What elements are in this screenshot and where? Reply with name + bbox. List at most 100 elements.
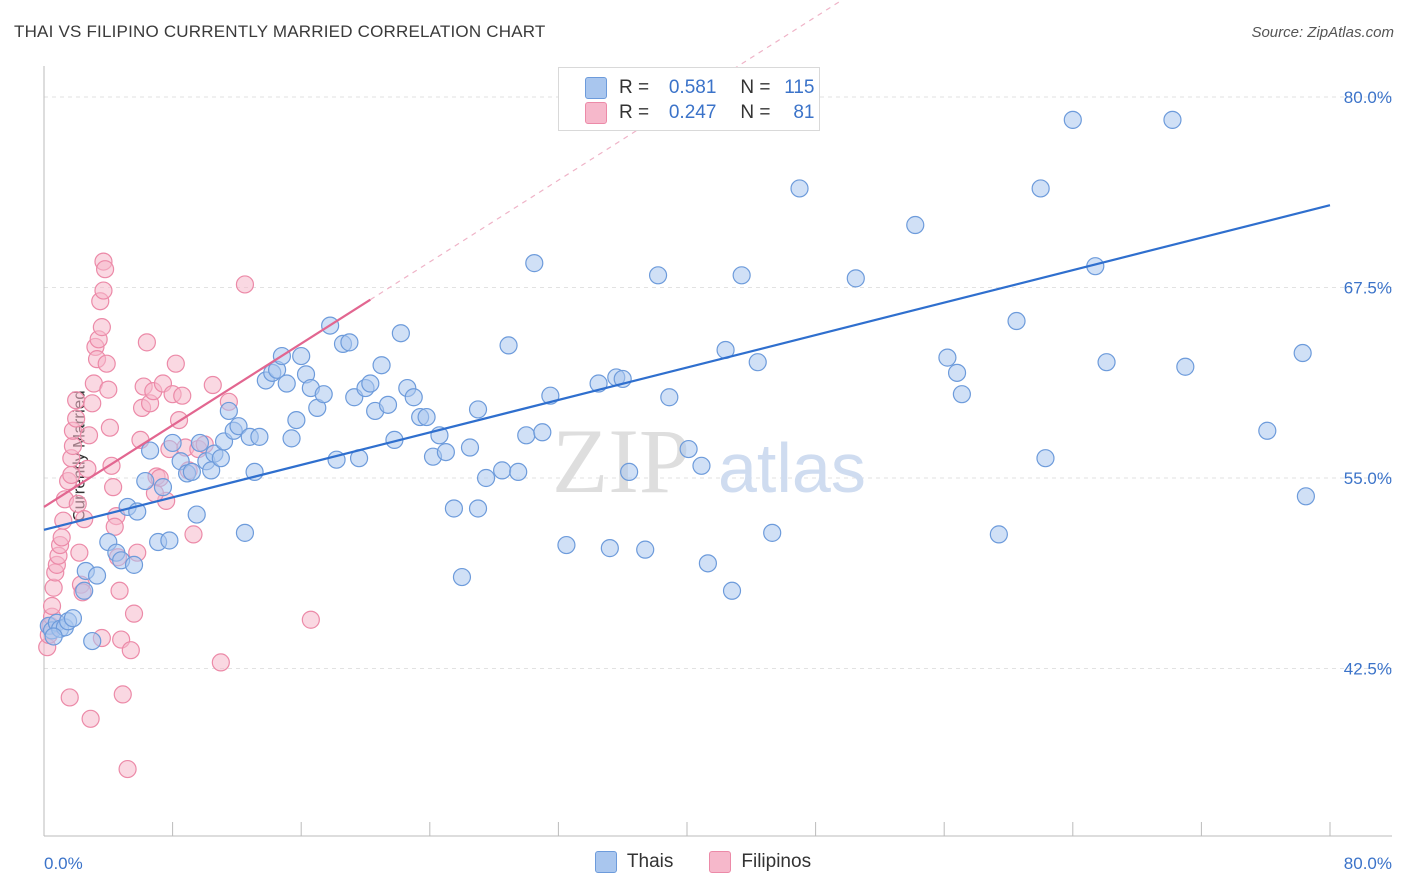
thais-point (75, 581, 94, 600)
filipinos-n-value: 81 (793, 102, 815, 123)
thais-point (790, 179, 809, 198)
thais-point (136, 471, 155, 491)
thais-points (39, 110, 1315, 651)
thais-point (620, 462, 639, 482)
thais-point (404, 388, 423, 407)
filipinos-point (137, 333, 156, 352)
legend-item-filipinos[interactable]: Filipinos (709, 851, 811, 873)
thais-point (763, 523, 782, 542)
y-tick-label: 80.0% (1344, 88, 1392, 107)
thais-point (468, 499, 488, 518)
legend-item-thais[interactable]: Thais (594, 851, 673, 873)
filipinos-point (211, 653, 230, 672)
thais-point (83, 631, 102, 651)
thais-point (732, 266, 751, 285)
thais-point (952, 385, 971, 404)
thais-point (287, 410, 306, 430)
filipinos-point (68, 494, 87, 514)
thais-n-value: 115 (784, 77, 815, 98)
thais-point (1036, 449, 1055, 468)
thais-point (361, 374, 380, 393)
thais-point (124, 555, 144, 574)
thais-swatch (585, 77, 607, 99)
thais-trend-line (43, 204, 1331, 531)
filipinos-point (94, 281, 113, 300)
thais-point (1063, 110, 1082, 129)
series-legend: Thais Filipinos (0, 851, 1406, 873)
filipinos-point (99, 380, 118, 399)
thais-point (600, 539, 619, 558)
thais-point (277, 374, 296, 393)
filipinos-point (44, 578, 63, 597)
filipinos-points (38, 252, 320, 779)
thais-point (499, 336, 518, 355)
thais-point (235, 523, 255, 542)
filipinos-point (63, 436, 83, 456)
filipinos-point (67, 409, 86, 428)
thais-point (557, 535, 576, 555)
thais-point (44, 627, 63, 646)
filipinos-r-label: R = (619, 102, 650, 123)
thais-point (219, 401, 238, 421)
thais-point (1007, 311, 1026, 331)
filipinos-point (92, 318, 111, 337)
axes (43, 66, 1392, 837)
legend-row-filipinos: R = 0.247 N = 81 (585, 101, 815, 125)
grid (44, 96, 1392, 669)
watermark-zip: ZIP (552, 410, 690, 512)
legend-row-thais: R = 0.581 N = 115 (585, 76, 815, 100)
thais-point (250, 427, 269, 446)
thais-n-label: N = (740, 77, 771, 98)
filipinos-point (104, 478, 123, 497)
thais-point (460, 438, 480, 457)
thais-point (182, 462, 201, 482)
filipinos-point (235, 275, 255, 294)
thais-point (190, 433, 210, 453)
trend-lines (43, 0, 1331, 531)
thais-point (476, 468, 496, 488)
thais-point (1163, 110, 1182, 129)
filipinos-point (67, 391, 86, 410)
thais-point (1258, 421, 1277, 440)
thais-point (63, 609, 83, 628)
filipinos-point (173, 386, 192, 405)
filipinos-n-label: N = (740, 102, 771, 123)
thais-point (533, 423, 552, 442)
filipinos-point (95, 260, 115, 279)
filipinos-trend-line (43, 298, 371, 508)
filipinos-point (83, 394, 102, 413)
filipinos-r-value: 0.247 (668, 102, 717, 123)
thais-point (153, 478, 173, 497)
filipinos-point (78, 459, 97, 478)
watermark-atlas: atlas (718, 429, 866, 507)
thais-point (444, 499, 464, 518)
thais-point (679, 439, 698, 459)
filipinos-point (81, 709, 100, 728)
thais-point (468, 400, 488, 419)
thais-point (509, 462, 528, 482)
filipinos-swatch (585, 102, 607, 124)
thais-point (1097, 353, 1116, 372)
filipinos-point (70, 543, 89, 562)
correlation-legend: R = 0.581 N = 115 R = 0.247 N = 81 (558, 67, 820, 131)
thais-r-value: 0.581 (668, 77, 717, 98)
thais-point (229, 417, 248, 436)
thais-point (314, 385, 333, 404)
filipinos-trend-extension (370, 0, 844, 301)
watermark: ZIP atlas (552, 410, 866, 512)
thais-point (187, 505, 206, 524)
filipinos-point (42, 596, 62, 616)
chart-title: THAI VS FILIPINO CURRENTLY MARRIED CORRE… (14, 22, 546, 41)
thais-point (698, 554, 717, 573)
filipinos-point (52, 528, 71, 547)
thais-point (292, 346, 311, 366)
filipinos-point (97, 354, 116, 373)
filipinos-point (184, 525, 203, 544)
y-tick-label: 55.0% (1344, 469, 1392, 488)
thais-point (378, 395, 398, 414)
thais-point (391, 324, 410, 343)
thais-point (938, 348, 957, 367)
thais-point (525, 254, 544, 273)
thais-point (636, 540, 655, 559)
thais-point (140, 441, 160, 460)
